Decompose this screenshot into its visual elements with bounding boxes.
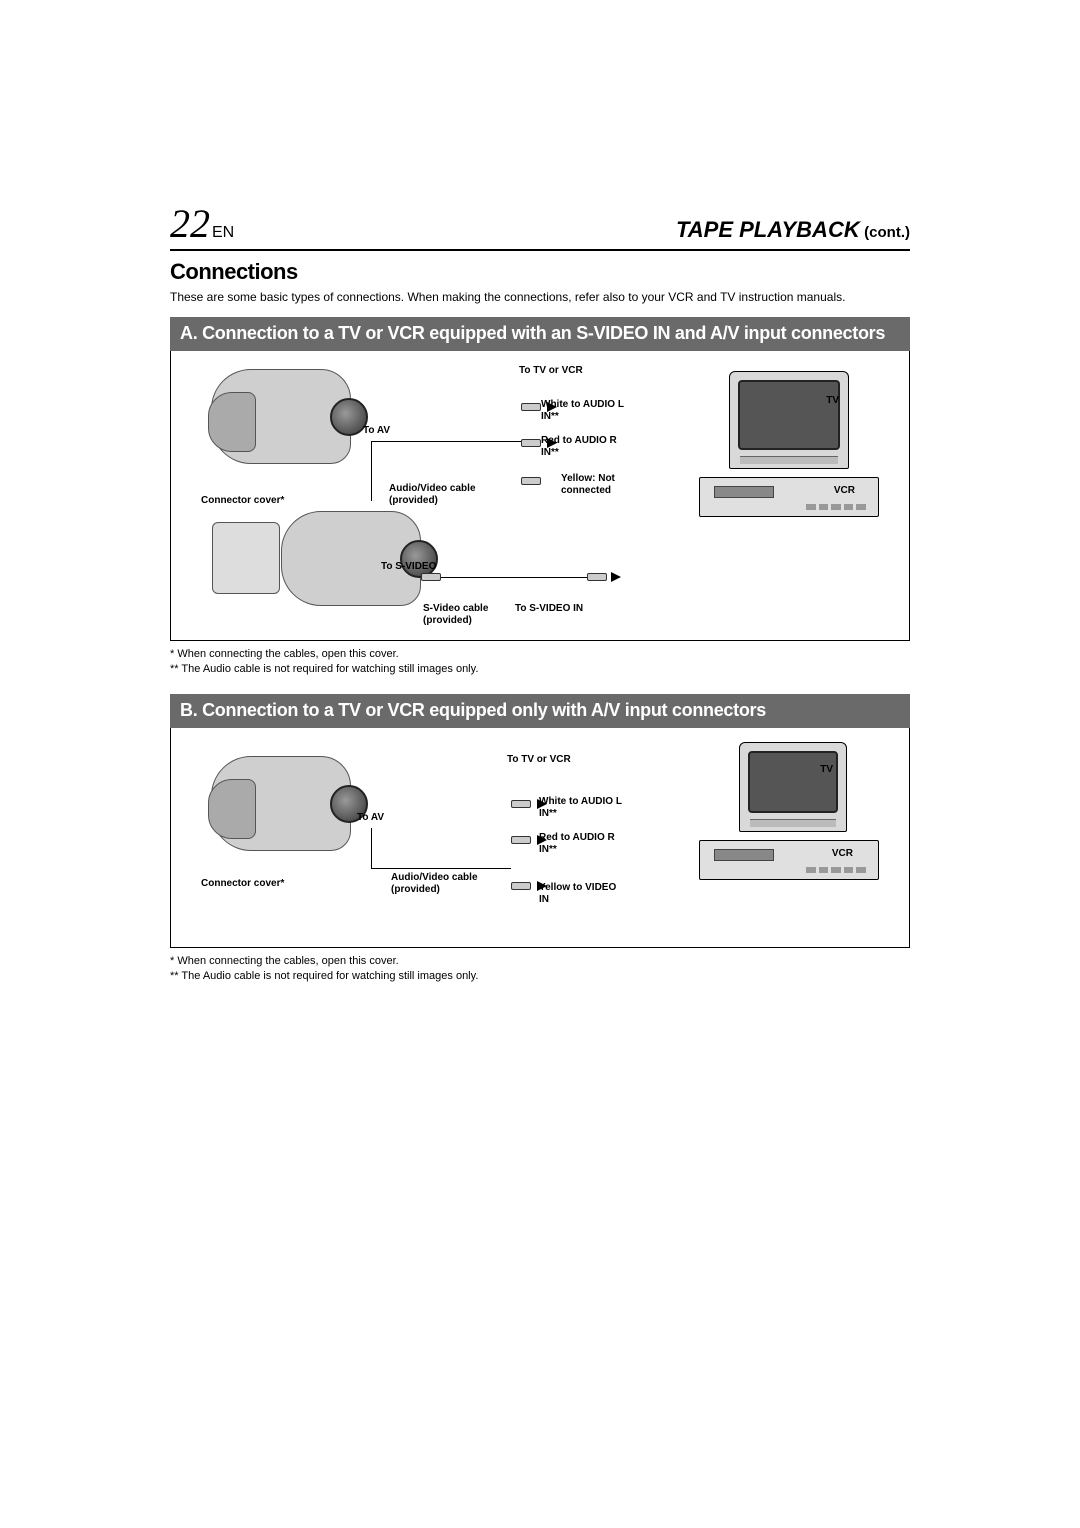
vcr-buttons: [806, 504, 866, 510]
camera-lcd: [212, 522, 280, 594]
tv-base-b: [750, 819, 836, 827]
page-lang: EN: [212, 224, 234, 241]
label-to-svideo: To S-VIDEO: [381, 561, 436, 573]
label-white: White to AUDIO L IN**: [541, 399, 631, 423]
label-tv: TV: [826, 395, 839, 407]
vcr-slot-b: [714, 849, 774, 861]
vcr-shape-b: [699, 840, 879, 880]
block-a-footnote: * When connecting the cables, open this …: [170, 647, 910, 677]
tv-shape: [729, 371, 849, 469]
page-number-block: 22EN: [170, 200, 234, 247]
plug-svideo-out: [421, 573, 441, 581]
section-intro: These are some basic types of connection…: [170, 289, 910, 305]
manual-page: 22EN TAPE PLAYBACK (cont.) Connections T…: [0, 0, 1080, 984]
tv-base: [740, 456, 838, 464]
label-yellow: Yellow: Not connected: [561, 473, 651, 497]
label-to-tv-or-vcr: To TV or VCR: [519, 365, 583, 377]
label-red-b: Red to AUDIO R IN**: [539, 832, 629, 856]
label-av-cable: Audio/Video cable (provided): [389, 483, 484, 507]
label-to-svideo-in: To S-VIDEO IN: [515, 603, 583, 615]
label-to-av: To AV: [363, 425, 390, 437]
vcr-slot: [714, 486, 774, 498]
tv-shape-b: [739, 742, 847, 832]
cable: [426, 577, 596, 578]
label-yellow-b: Yellow to VIDEO IN: [539, 882, 619, 906]
cable: [371, 828, 372, 868]
label-vcr: VCR: [834, 485, 855, 497]
label-to-tv-or-vcr-b: To TV or VCR: [507, 754, 571, 766]
camera-lower-shape: [281, 511, 421, 606]
plug-red-b: [511, 836, 531, 844]
label-vcr-b: VCR: [832, 848, 853, 860]
page-number: 22: [170, 201, 210, 246]
label-connector-cover-b: Connector cover*: [201, 878, 284, 890]
arrow-icon: [611, 572, 621, 582]
block-b-footnote: * When connecting the cables, open this …: [170, 954, 910, 984]
header-title-block: TAPE PLAYBACK (cont.): [676, 217, 910, 243]
label-red: Red to AUDIO R IN**: [541, 435, 631, 459]
plug-svideo-in: [587, 573, 607, 581]
block-a-heading: A. Connection to a TV or VCR equipped wi…: [170, 317, 910, 351]
plug-red: [521, 439, 541, 447]
vcr-buttons-b: [806, 867, 866, 873]
label-av-cable-b: Audio/Video cable (provided): [391, 872, 486, 896]
cable: [371, 868, 511, 869]
block-b-heading: B. Connection to a TV or VCR equipped on…: [170, 694, 910, 728]
tv-screen: [738, 380, 840, 450]
plug-white: [521, 403, 541, 411]
plug-yellow-b: [511, 882, 531, 890]
plug-white-b: [511, 800, 531, 808]
header-title-suffix: (cont.): [864, 224, 910, 241]
diagram-b: Connector cover* To AV Audio/Video cable…: [170, 728, 910, 948]
label-white-b: White to AUDIO L IN**: [539, 796, 629, 820]
label-tv-b: TV: [820, 764, 833, 776]
page-header: 22EN TAPE PLAYBACK (cont.): [170, 200, 910, 251]
camera-grip-b: [208, 779, 256, 839]
tv-screen-b: [748, 751, 838, 813]
plug-yellow: [521, 477, 541, 485]
cable: [371, 441, 372, 501]
header-title: TAPE PLAYBACK: [676, 217, 860, 242]
camera-grip: [208, 392, 256, 452]
vcr-shape: [699, 477, 879, 517]
cable: [371, 441, 531, 442]
section-title: Connections: [170, 259, 910, 285]
diagram-a: Connector cover* To AV Audio/Video cable…: [170, 351, 910, 641]
label-to-av-b: To AV: [357, 812, 384, 824]
camera-upper-shape: [211, 369, 351, 464]
label-connector-cover: Connector cover*: [201, 495, 284, 507]
camera-shape-b: [211, 756, 351, 851]
label-svideo-cable: S-Video cable (provided): [423, 603, 503, 627]
